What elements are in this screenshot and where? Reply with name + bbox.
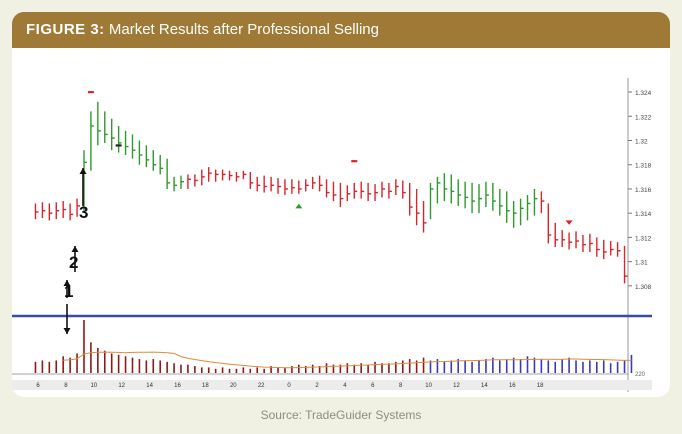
y-tick-label: 1.32 (635, 139, 648, 146)
y-tick-label: 1.318 (635, 163, 652, 170)
x-tick-label: 10 (425, 383, 432, 389)
figure-panel: FIGURE 3: Market Results after Professio… (12, 12, 670, 397)
y-tick-label: 1.31 (635, 260, 648, 267)
x-tick-label: 8 (64, 383, 68, 389)
x-tick-label: 0 (287, 383, 291, 389)
x-tick-label: 20 (230, 383, 237, 389)
x-tick-label: 6 (36, 383, 40, 389)
annotation-arrow-3-head (79, 168, 87, 174)
x-tick-label: 22 (258, 383, 265, 389)
figure-caption: Market Results after Professional Sellin… (108, 21, 379, 38)
x-tick-label: 2 (315, 383, 319, 389)
x-tick-label: 12 (453, 383, 460, 389)
chart-area: 1.308 1.31 1.312 1.314 1.316 1.318 1.32 1.322 1.… (12, 48, 670, 397)
figure-title: FIGURE 3: Market Results after Professio… (26, 21, 379, 38)
signal-triangle-down-marker (565, 220, 573, 225)
figure-label: FIGURE 3: (26, 21, 105, 38)
x-tick-label: 6 (371, 383, 375, 389)
y-tick-label: 1.316 (635, 187, 652, 194)
source-caption: Source: TradeGuider Systems (260, 408, 422, 422)
x-tick-label: 12 (118, 383, 125, 389)
y-tick-label: 1.312 (635, 235, 652, 242)
figure-header: FIGURE 3: Market Results after Professio… (12, 12, 670, 48)
signal-dash-marker (115, 144, 122, 147)
x-tick-label: 4 (343, 383, 347, 389)
y-tick-label: 1.324 (635, 90, 652, 97)
x-tick-label: 14 (481, 383, 488, 389)
y-tick-label: 1.308 (635, 284, 652, 291)
annotation-arrow-1-up-head (63, 280, 71, 286)
annotation-label-1: 1 (64, 282, 73, 301)
annotation-label-2: 2 (69, 253, 78, 272)
signal-dash-marker (351, 160, 358, 163)
volume-tick-label: 220 (635, 372, 646, 378)
x-tick-label: 8 (399, 383, 403, 389)
y-tick-label: 1.314 (635, 211, 652, 218)
x-tick-label: 16 (509, 383, 516, 389)
signal-triangle-up-marker (295, 203, 303, 209)
signal-dash-marker (87, 91, 94, 94)
volume-average-line (63, 351, 632, 369)
annotation-label-3: 3 (79, 203, 88, 222)
x-tick-label: 16 (174, 383, 181, 389)
annotation-arrow-2-head (71, 246, 79, 252)
price-volume-chart: 1.308 1.31 1.312 1.314 1.316 1.318 1.32 1.322 1.… (12, 78, 652, 392)
x-tick-label: 18 (537, 383, 544, 389)
y-tick-label: 1.322 (635, 114, 652, 121)
x-tick-label: 10 (90, 383, 97, 389)
time-axis-strip (12, 380, 652, 390)
x-tick-label: 14 (146, 383, 153, 389)
x-tick-label: 18 (202, 383, 209, 389)
annotation-arrow-1-down-head (63, 328, 71, 334)
